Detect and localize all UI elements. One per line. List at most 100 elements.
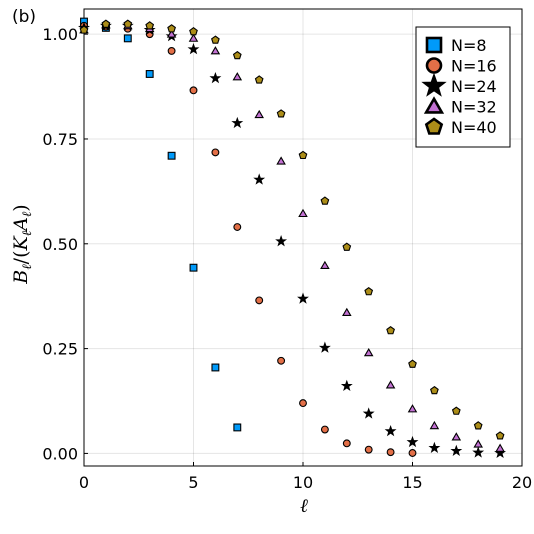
data-point (276, 109, 286, 118)
data-point (231, 116, 244, 129)
y-axis-label: Bℓ/(KℓAℓ) (10, 204, 35, 284)
data-point (211, 363, 220, 372)
svg-text:Bℓ/(KℓAℓ): Bℓ/(KℓAℓ) (10, 204, 35, 284)
legend-label: N=32 (451, 98, 497, 117)
data-point (406, 435, 419, 448)
ticks: 0 5 10 15 20 0.00 0.25 0.50 0.75 1.00 (42, 25, 532, 492)
data-point (189, 263, 198, 272)
data-point (254, 75, 264, 84)
data-point (276, 156, 286, 165)
y-label-b: B (10, 270, 32, 285)
data-point (275, 235, 288, 247)
y-tick-label: 0.00 (42, 444, 78, 463)
y-tick-label: 0.25 (42, 340, 78, 359)
legend-marker-star-icon (421, 72, 447, 97)
x-tick-label: 20 (512, 473, 532, 492)
y-label-k-sub: ℓ (20, 230, 35, 236)
legend-marker-triangle-icon (423, 96, 445, 114)
data-point (232, 50, 242, 60)
y-label-b-sub: ℓ (20, 264, 35, 270)
data-point (232, 72, 243, 81)
legend-label: N=16 (451, 57, 497, 76)
data-point (299, 399, 307, 408)
data-point (145, 70, 154, 78)
series-n-40 (79, 19, 505, 440)
data-point (123, 19, 133, 28)
data-point (430, 385, 439, 395)
data-point (101, 19, 111, 28)
data-point (364, 287, 374, 296)
data-point (473, 439, 483, 448)
data-point (211, 148, 220, 157)
data-point (451, 432, 462, 441)
x-tick-label: 15 (402, 473, 422, 492)
data-point (408, 359, 417, 368)
data-point (320, 196, 330, 205)
data-markers (78, 17, 507, 459)
legend-label: N=40 (451, 118, 497, 137)
data-point (495, 443, 505, 452)
data-point (209, 71, 222, 84)
y-label-a: A (10, 217, 32, 233)
data-point (167, 46, 176, 55)
data-point (363, 347, 374, 357)
data-point (277, 356, 286, 365)
data-point (167, 151, 176, 160)
data-point (342, 307, 352, 316)
data-point (210, 46, 221, 55)
data-point (145, 21, 155, 30)
y-tick-label: 1.00 (42, 25, 78, 44)
legend-marker-circle-icon (425, 57, 443, 74)
data-point (340, 379, 353, 391)
data-point (362, 407, 375, 419)
data-point (253, 173, 266, 185)
legend-item: N=40 (424, 117, 497, 137)
data-point (429, 420, 440, 430)
data-point (472, 446, 485, 458)
data-point (342, 242, 352, 251)
data-point (318, 341, 331, 353)
legend-item: N=8 (425, 36, 487, 55)
data-point (167, 24, 176, 33)
legend-item: N=16 (425, 57, 497, 76)
data-point (384, 424, 397, 437)
data-point (254, 109, 264, 119)
legend: N=8 N=16N=24 N=32N=40 (415, 26, 511, 148)
data-point (386, 325, 395, 335)
data-point (187, 43, 200, 55)
legend-item: N=24 (421, 72, 497, 97)
x-axis-label: ℓ (300, 495, 308, 517)
panel-label: (b) (12, 7, 36, 27)
data-point (386, 448, 395, 457)
data-point (188, 33, 199, 42)
data-point (79, 25, 89, 34)
data-point (189, 27, 198, 36)
data-point (385, 380, 396, 389)
data-point (298, 150, 308, 160)
data-point (233, 423, 242, 432)
data-point (407, 404, 418, 413)
data-point (298, 208, 308, 218)
data-point (450, 444, 463, 456)
legend-label: N=24 (451, 77, 497, 96)
data-point (189, 86, 198, 95)
legend-marker-pentagon-icon (424, 117, 444, 135)
data-point (342, 439, 351, 448)
data-point (495, 431, 505, 440)
data-point (320, 260, 330, 270)
data-point (255, 296, 264, 305)
x-tick-label: 0 (79, 473, 89, 492)
data-point (233, 223, 242, 231)
data-point (408, 449, 417, 457)
y-label-close: ) (10, 204, 32, 211)
legend-label: N=8 (451, 36, 487, 55)
y-tick-label: 0.50 (42, 235, 78, 254)
y-label-k: K (10, 234, 32, 251)
legend-marker-square-icon (425, 36, 443, 54)
data-point (211, 35, 220, 44)
y-label-rest: /( (10, 250, 32, 264)
data-point (320, 425, 329, 434)
x-tick-label: 5 (188, 473, 198, 492)
data-point (473, 421, 483, 430)
